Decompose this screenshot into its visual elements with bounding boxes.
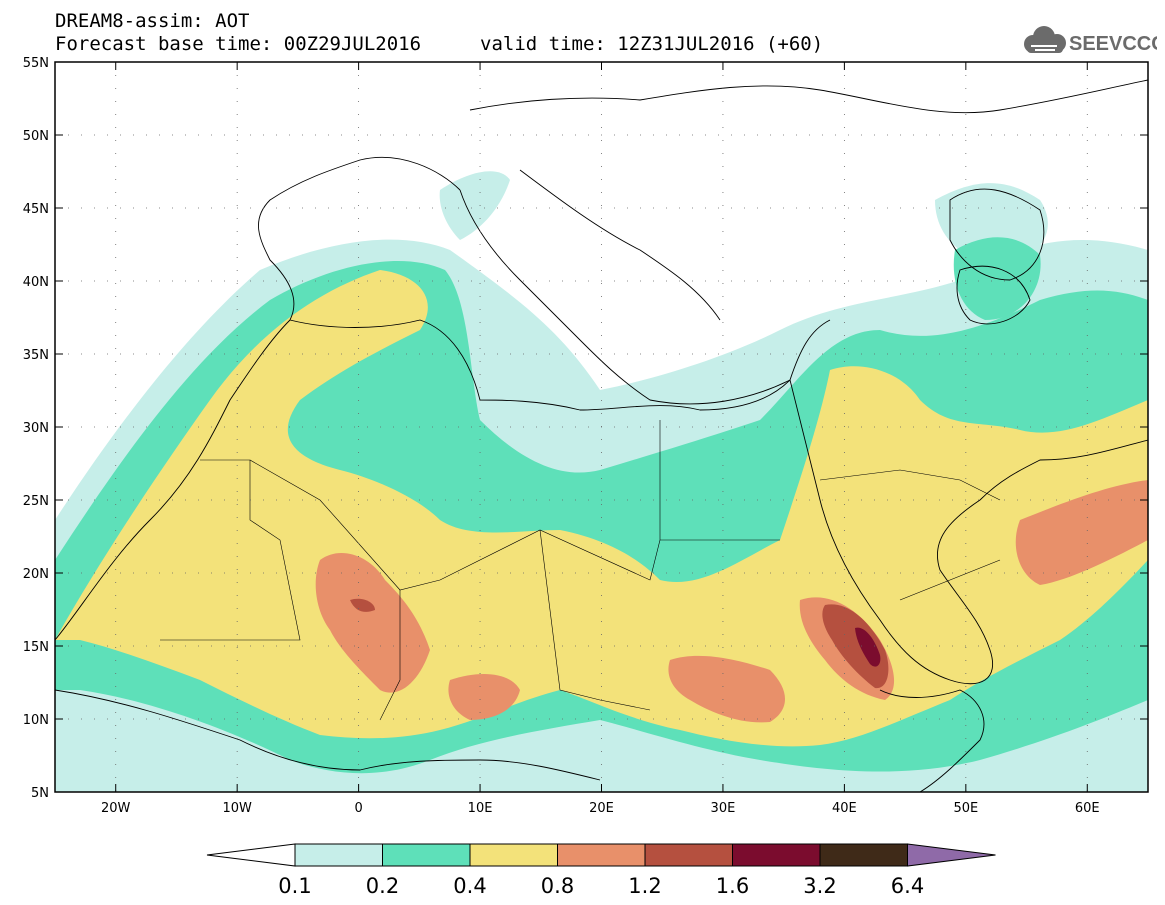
x-tick-label: 30E [711,801,736,816]
colorbar-segment [382,843,471,867]
x-tick-label: 50E [953,801,978,816]
colorbar-label: 0.8 [541,874,574,898]
seevccc-logo: SEEVCCC [1017,22,1165,58]
map-title: DREAM8-assim: AOT [55,10,250,32]
x-tick-label: 40E [832,801,857,816]
colorbar-segment [294,843,383,867]
x-tick-label: 10W [222,801,252,816]
x-tick-label: 20W [101,801,131,816]
colorbar-segment [557,843,646,867]
colorbar-label: 6.4 [891,874,924,898]
aot-level-1.6 [855,627,881,667]
y-tick-label: 20N [23,567,49,582]
y-tick-label: 35N [23,348,49,363]
y-tick-label: 10N [23,713,49,728]
x-tick-label: 10E [468,801,493,816]
colorbar-segment [819,843,908,867]
y-tick-label: 45N [23,202,49,217]
colorbar-segment [644,843,733,867]
y-tick-label: 40N [23,275,49,290]
aot-level-0.8 [668,655,785,723]
coastlines [55,79,1148,792]
y-tick-label: 30N [23,421,49,436]
aot-level-0.8 [448,674,520,720]
aot-contour-fields [55,171,1148,792]
colorbar-over-triangle [907,843,996,867]
svg-text:SEEVCCC: SEEVCCC [1069,33,1157,55]
latitude-axis: 55N 50N 45N 40N 35N 30N 25N 20N 15N 10N 5N [23,56,1148,801]
x-tick-label: 20E [589,801,614,816]
longitude-axis: 20W 10W 0 10E 20E 30E 40E 50E 60E [101,62,1100,816]
x-tick-label: 0 [354,801,362,816]
colorbar-label: 0.4 [453,874,486,898]
colorbar: 0.1 0.2 0.4 0.8 1.2 1.6 3.2 6.4 [206,843,996,898]
colorbar-segment [469,843,558,867]
aot-level-0.8 [315,552,430,693]
colorbar-label: 0.2 [366,874,399,898]
aot-level-1.2 [350,598,375,612]
forecast-base-time: Forecast base time: 00Z29JUL2016 [55,33,422,55]
x-tick-label: 60E [1075,801,1100,816]
colorbar-label: 1.2 [628,874,661,898]
colorbar-label: 0.1 [278,874,311,898]
aot-level-0.1 [439,171,510,240]
y-tick-label: 25N [23,494,49,509]
colorbar-label: 1.6 [716,874,749,898]
y-tick-label: 50N [23,129,49,144]
colorbar-under-triangle [206,843,296,867]
y-tick-label: 15N [23,640,49,655]
colorbar-segment [732,843,821,867]
y-tick-label: 55N [23,56,49,71]
lat-lon-grid [55,62,1148,792]
aot-level-1.2 [822,604,889,689]
valid-time: valid time: 12Z31JUL2016 (+60) [480,33,824,55]
colorbar-label: 3.2 [803,874,836,898]
country-borders [160,420,1001,721]
y-tick-label: 5N [31,786,49,801]
aot-level-0.8 [1015,480,1148,585]
